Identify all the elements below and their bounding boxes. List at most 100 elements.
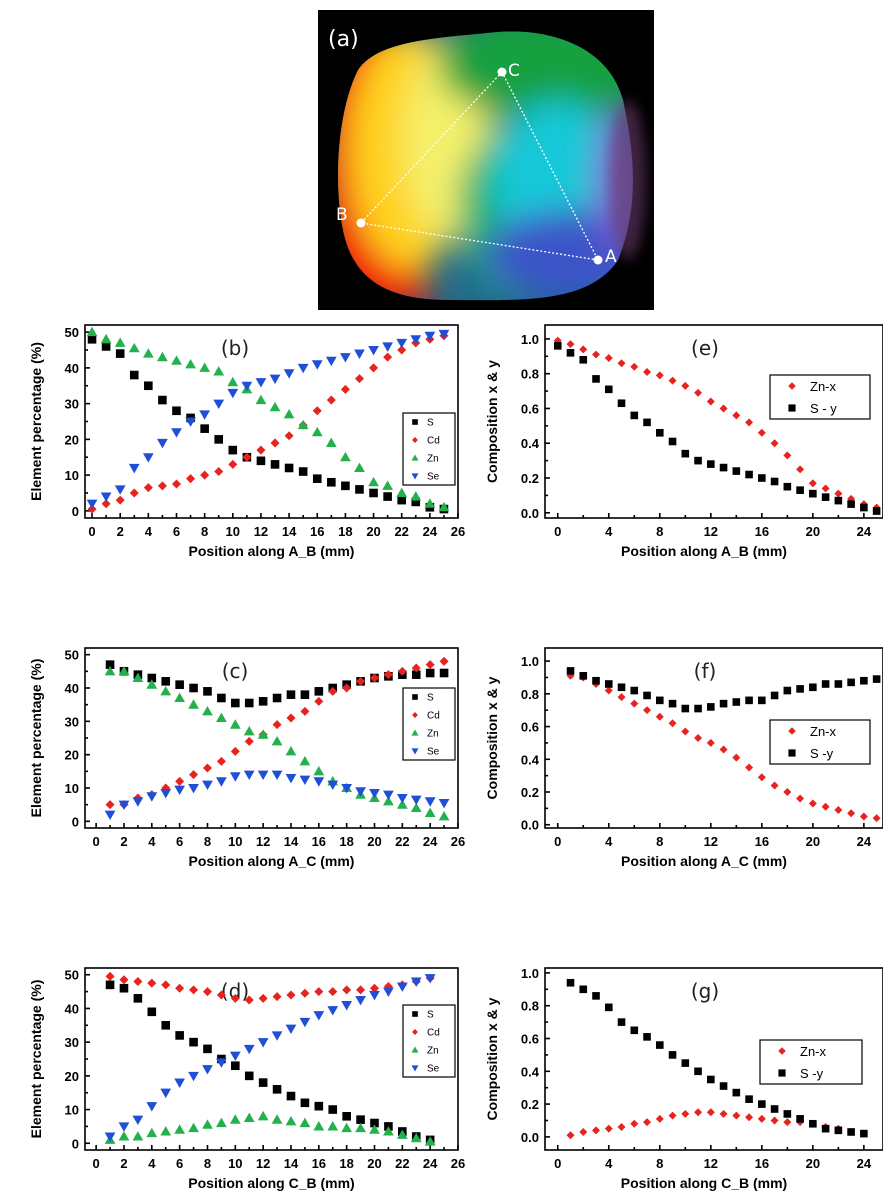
data-point [341,481,350,491]
x-axis-title: Position along A_C (mm) [189,853,355,869]
data-point [128,463,140,474]
data-point [370,1118,379,1128]
data-point [299,775,311,786]
data-point [229,1051,241,1062]
data-point [821,680,830,688]
data-point [244,736,254,746]
data-point [132,797,144,807]
data-point [340,384,350,394]
legend-label: S - y [810,401,837,416]
plot-frame [544,647,883,829]
legend: Zn-x S -y [769,719,871,765]
point-a-marker [593,255,603,265]
data-point [630,362,639,371]
data-point [745,696,753,705]
data-point [243,770,255,781]
y-axis-title: Composition x & y [484,997,500,1120]
sample-photo: (a) A B C [318,10,654,310]
y-tick-label: 0.0 [521,506,539,521]
data-point [834,680,843,688]
data-point [355,485,364,494]
x-tick-label: 24 [423,1156,438,1171]
data-point [158,395,167,405]
data-point [174,1078,186,1088]
data-point [821,493,830,501]
data-point [189,770,199,780]
legend-label: Se [427,1064,440,1075]
x-tick-label: 12 [254,524,268,539]
data-point [604,1124,613,1133]
data-point [175,1031,184,1040]
data-point [834,496,843,505]
data-point [369,673,380,683]
data-point [105,971,115,981]
x-tick-label: 26 [451,834,465,849]
legend-box [769,374,871,420]
data-point [770,439,779,448]
x-tick-label: 8 [656,524,663,539]
data-point [104,1132,116,1142]
data-point [681,704,690,713]
data-point [340,353,351,363]
data-point [808,479,817,488]
y-tick-label: 1.0 [521,332,539,347]
data-point [342,985,352,995]
data-point [424,498,436,508]
data-point [579,345,588,354]
x-axis-title: Position along A_B (mm) [621,543,787,559]
legend-label: Cd [427,711,440,722]
data-point [188,783,199,794]
data-point [872,507,881,515]
data-point [369,990,380,1001]
data-point [655,1041,664,1049]
data-point [732,753,741,762]
y-tick-label: 0.2 [521,785,539,800]
data-point [579,985,588,994]
data-point [383,987,394,997]
data-point [314,1101,324,1111]
data-point [872,675,881,683]
x-tick-label: 2 [120,1156,127,1171]
data-point [411,663,421,673]
data-point [719,745,728,754]
data-point [354,349,365,359]
y-tick-label: 0.2 [521,471,539,486]
legend-label: Zn-x [810,379,837,394]
data-point [104,810,116,821]
data-point [171,479,182,489]
data-point [228,445,238,455]
data-point [356,676,366,686]
legend-marker [788,404,796,412]
legend: S Cd Zn Se [402,687,456,761]
data-point [242,452,252,462]
data-point [216,1058,227,1068]
data-point [553,342,562,350]
y-axis-title: Element percentage (%) [28,342,44,501]
y-axis-title: Element percentage (%) [28,659,44,818]
data-point [327,1006,339,1016]
legend-label: Se [427,472,440,483]
legend-marker [778,1047,786,1055]
x-tick-label: 8 [656,1156,663,1171]
data-point [313,777,325,787]
data-point [100,492,112,502]
plot-frame [544,324,883,519]
data-point [160,788,172,799]
x-tick-label: 12 [704,834,718,849]
data-point [214,467,224,477]
data-point [783,788,792,796]
data-point [411,670,421,679]
x-tick-label: 16 [310,524,324,539]
y-tick-label: 0.4 [521,752,540,767]
data-point [592,350,601,359]
data-point [202,780,213,791]
data-point [325,437,337,447]
data-point [356,1115,365,1124]
data-point [617,693,626,702]
legend-label: Zn [427,729,439,740]
data-point [118,800,130,811]
data-point [202,763,212,773]
data-point [118,665,130,676]
y-tick-label: 1.0 [521,966,539,981]
data-point [834,489,843,498]
